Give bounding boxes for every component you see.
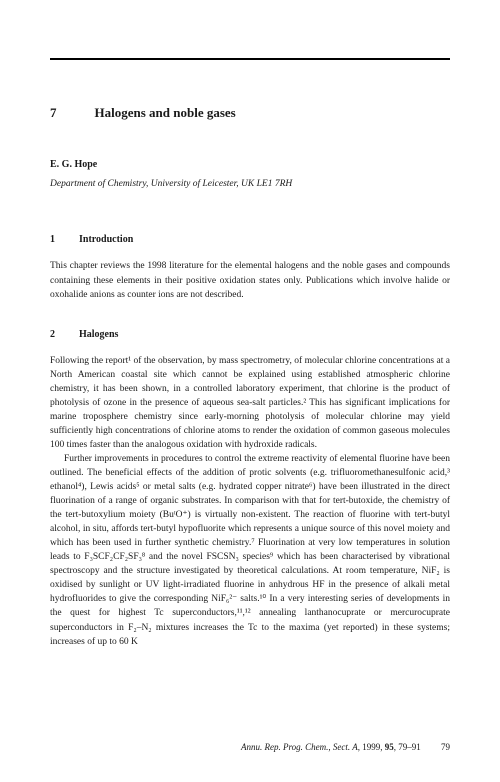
- halogens-paragraph-1: Following the report¹ of the observation…: [50, 354, 450, 452]
- chapter-heading: 7 Halogens and noble gases: [50, 104, 450, 122]
- page-footer: Annu. Rep. Prog. Chem., Sect. A, 1999, 9…: [241, 741, 450, 754]
- author-affiliation: Department of Chemistry, University of L…: [50, 178, 450, 191]
- footer-pagenum: 79: [441, 742, 450, 752]
- section-number: 1: [50, 233, 55, 247]
- section-number: 2: [50, 328, 55, 342]
- footer-pages: , 79–91: [394, 742, 421, 752]
- halogens-paragraph-2: Further improvements in procedures to co…: [50, 452, 450, 649]
- chapter-title: Halogens and noble gases: [95, 104, 236, 122]
- footer-volume: 95: [385, 742, 394, 752]
- section-heading-halogens: 2 Halogens: [50, 328, 450, 342]
- top-rule: [50, 58, 450, 60]
- footer-year: 1999,: [362, 742, 382, 752]
- section-heading-intro: 1 Introduction: [50, 233, 450, 247]
- intro-block: This chapter reviews the 1998 literature…: [50, 259, 450, 301]
- footer-journal: Annu. Rep. Prog. Chem., Sect. A,: [241, 742, 360, 752]
- halogens-block: Following the report¹ of the observation…: [50, 354, 450, 649]
- chapter-number: 7: [50, 104, 57, 122]
- author-name: E. G. Hope: [50, 158, 450, 172]
- intro-paragraph: This chapter reviews the 1998 literature…: [50, 259, 450, 301]
- section-title: Introduction: [79, 233, 133, 247]
- section-title: Halogens: [79, 328, 118, 342]
